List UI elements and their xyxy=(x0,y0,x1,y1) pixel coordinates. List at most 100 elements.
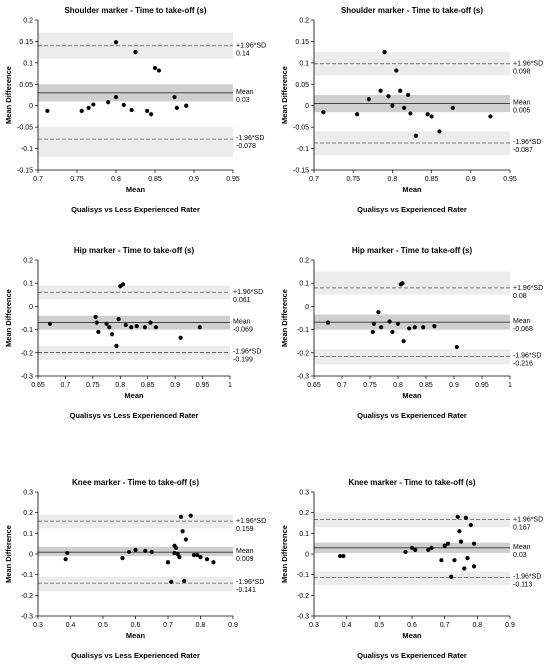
data-point xyxy=(142,325,148,330)
x-tick-label: 0.75 xyxy=(70,176,84,183)
data-point xyxy=(104,321,109,326)
data-point xyxy=(407,326,412,331)
chart-title: Hip marker - Time to take-off (s) xyxy=(74,246,195,255)
data-point xyxy=(129,107,134,113)
data-point xyxy=(463,515,468,520)
data-point xyxy=(63,557,68,562)
x-tick-label: 0.9 xyxy=(170,382,180,389)
data-point xyxy=(398,88,403,93)
data-point xyxy=(45,108,50,113)
y-axis-label: Mean Difference xyxy=(4,289,13,347)
x-tick-label: 0.85 xyxy=(419,382,433,389)
y-tick-label: -0.3 xyxy=(21,374,33,381)
y-axis-label: Mean Difference xyxy=(280,66,289,124)
mean-value: 0.03 xyxy=(236,97,250,104)
data-point xyxy=(165,560,171,565)
y-tick-label: 0.1 xyxy=(299,531,309,538)
data-point xyxy=(120,282,126,287)
x-axis-label: Mean xyxy=(124,391,144,400)
lower-loa-name: -1.96*SD xyxy=(236,579,264,586)
lower-loa-name: -1.96*SD xyxy=(513,353,541,360)
data-point xyxy=(172,95,177,100)
upper-loa-name: +1.96*SD xyxy=(236,518,266,525)
x-tick-label: 0.6 xyxy=(407,622,417,629)
y-tick-label: -0.1 xyxy=(21,572,33,579)
data-point xyxy=(93,314,98,319)
data-point xyxy=(153,325,159,330)
y-tick-label: -0.2 xyxy=(297,593,309,600)
y-tick-label: 0 xyxy=(29,552,33,559)
data-point xyxy=(400,281,405,286)
data-point xyxy=(114,343,119,348)
x-tick-label: 0.3 xyxy=(33,622,43,629)
x-tick-label: 0.9 xyxy=(449,382,459,389)
data-point xyxy=(366,97,371,102)
x-tick-label: 0.7 xyxy=(33,176,43,183)
y-tick-label: 0.3 xyxy=(299,490,309,497)
chart-title: Knee marker - Time to take-off (s) xyxy=(72,478,199,487)
data-point xyxy=(191,552,197,558)
x-axis-label: Mean xyxy=(402,391,422,400)
x-tick-label: 0.4 xyxy=(66,622,76,629)
y-tick-label: 0.15 xyxy=(295,39,309,46)
x-tick-label: 0.7 xyxy=(163,622,173,629)
data-point xyxy=(449,574,454,579)
upper-loa-value: 0.061 xyxy=(233,297,251,304)
data-point xyxy=(94,320,99,325)
data-point xyxy=(382,50,387,55)
data-point xyxy=(91,102,96,107)
data-point xyxy=(371,321,377,326)
mean-value: -0.069 xyxy=(233,326,253,333)
x-tick-label: 0.7 xyxy=(61,382,71,389)
data-point xyxy=(134,324,139,329)
data-point xyxy=(394,68,399,73)
x-tick-label: 0.6 xyxy=(131,622,141,629)
mean-name: Mean xyxy=(236,89,254,96)
chart-title: Shoulder marker - Time to take-off (s) xyxy=(341,6,483,15)
data-point xyxy=(429,545,434,550)
data-point xyxy=(437,129,442,134)
data-point xyxy=(86,105,91,110)
x-tick-label: 0.9 xyxy=(189,176,199,183)
mean-name: Mean xyxy=(236,548,254,555)
y-tick-label: -0.2 xyxy=(21,593,33,600)
data-point xyxy=(445,541,451,546)
lower-loa-name: -1.96*SD xyxy=(513,573,541,580)
lower-loa-ci-band xyxy=(38,576,233,592)
data-point xyxy=(468,522,473,528)
data-point xyxy=(450,105,455,110)
x-tick-label: 0.85 xyxy=(148,176,162,183)
chart-title: Shoulder marker - Time to take-off (s) xyxy=(64,6,206,15)
y-tick-label: 0.1 xyxy=(299,281,309,288)
x-tick-label: 0.9 xyxy=(505,622,515,629)
y-axis-label: Mean Difference xyxy=(280,289,289,347)
data-point xyxy=(370,329,375,335)
data-point xyxy=(133,50,138,55)
chart-caption: Qualisys vs Less Experienced Rater xyxy=(70,411,199,420)
x-axis-label: Mean xyxy=(402,185,422,194)
data-point xyxy=(211,560,216,565)
y-tick-label: -0.15 xyxy=(293,168,309,175)
y-tick-label: -0.2 xyxy=(297,350,309,357)
y-tick-label: -0.1 xyxy=(297,572,309,579)
lower-loa-ci-band xyxy=(38,127,233,158)
x-tick-label: 0.95 xyxy=(503,176,517,183)
data-point xyxy=(378,88,383,93)
data-point xyxy=(439,558,444,563)
x-tick-label: 0.75 xyxy=(346,176,360,183)
mean-value: 0.009 xyxy=(236,556,254,563)
data-point xyxy=(149,549,154,555)
data-point xyxy=(113,95,119,100)
data-point xyxy=(387,319,392,324)
y-tick-label: 0 xyxy=(29,304,33,311)
lower-loa-value: -0.199 xyxy=(233,357,253,364)
mean-name: Mean xyxy=(513,544,531,551)
y-tick-label: 0.2 xyxy=(299,18,309,25)
data-point xyxy=(455,514,460,519)
lower-loa-value: -0.078 xyxy=(236,143,256,150)
data-point xyxy=(149,112,154,117)
x-tick-label: 0.75 xyxy=(363,382,377,389)
upper-loa-value: 0.14 xyxy=(236,51,250,58)
y-tick-label: 0.2 xyxy=(23,258,33,265)
